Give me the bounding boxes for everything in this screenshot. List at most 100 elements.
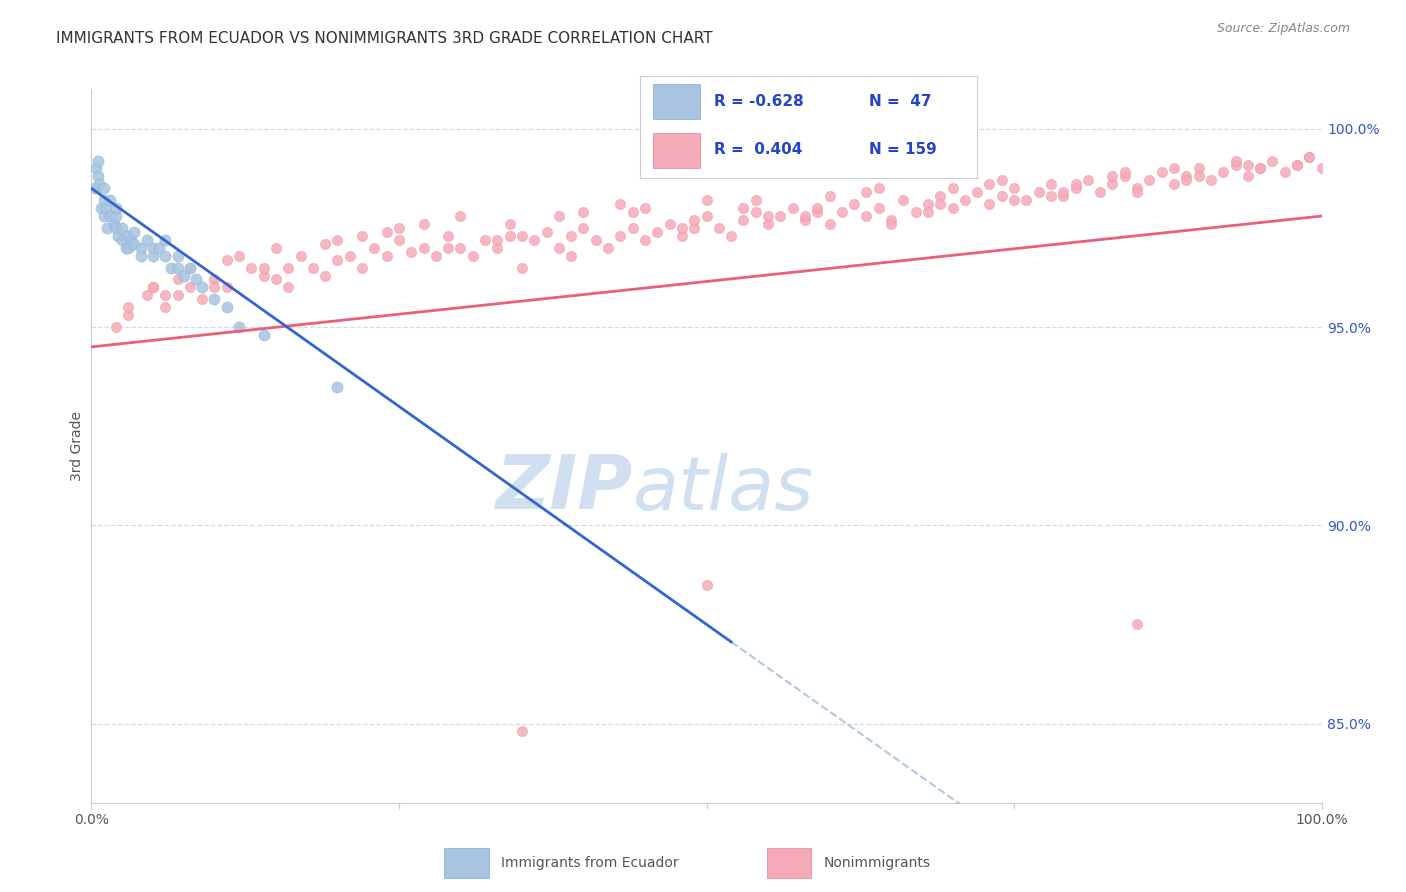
- Point: [117, 228, 139, 243]
- Point: [1015, 193, 1038, 207]
- Point: [1310, 161, 1333, 176]
- Point: [782, 201, 804, 215]
- Point: [84, 181, 107, 195]
- Point: [87, 178, 110, 192]
- Text: N = 159: N = 159: [869, 142, 936, 157]
- Point: [173, 268, 195, 283]
- Point: [160, 260, 183, 275]
- Point: [253, 328, 276, 343]
- Point: [129, 241, 152, 255]
- Point: [191, 280, 214, 294]
- Point: [1237, 169, 1260, 184]
- Point: [153, 233, 177, 247]
- Point: [733, 201, 755, 215]
- Point: [363, 241, 385, 255]
- Point: [202, 272, 225, 286]
- Point: [202, 280, 225, 294]
- Point: [1101, 178, 1123, 192]
- Point: [806, 201, 828, 215]
- Point: [111, 221, 134, 235]
- Point: [1163, 161, 1185, 176]
- Point: [979, 178, 1001, 192]
- Point: [120, 233, 142, 247]
- Point: [1175, 173, 1198, 187]
- Point: [228, 320, 250, 334]
- Point: [352, 260, 374, 275]
- Point: [818, 217, 841, 231]
- Text: atlas: atlas: [633, 453, 814, 524]
- Point: [1077, 173, 1099, 187]
- Point: [326, 252, 349, 267]
- Point: [86, 169, 108, 184]
- Point: [658, 217, 681, 231]
- Point: [153, 300, 177, 314]
- Point: [142, 249, 165, 263]
- Point: [683, 221, 706, 235]
- Point: [498, 217, 520, 231]
- Point: [891, 193, 914, 207]
- Point: [1249, 161, 1271, 176]
- Point: [523, 233, 546, 247]
- Point: [1274, 165, 1296, 179]
- Point: [953, 193, 976, 207]
- FancyBboxPatch shape: [444, 848, 489, 878]
- Point: [264, 241, 287, 255]
- Point: [941, 181, 963, 195]
- Point: [806, 205, 828, 219]
- Point: [1285, 157, 1308, 171]
- Point: [93, 209, 115, 223]
- Point: [129, 249, 152, 263]
- Point: [671, 228, 693, 243]
- FancyBboxPatch shape: [654, 133, 700, 168]
- Point: [388, 233, 411, 247]
- Point: [1064, 181, 1087, 195]
- Point: [184, 272, 207, 286]
- Point: [683, 213, 706, 227]
- Point: [179, 260, 201, 275]
- Point: [621, 205, 644, 219]
- Point: [941, 201, 963, 215]
- Point: [449, 209, 471, 223]
- Point: [105, 209, 127, 223]
- Point: [179, 260, 201, 275]
- Point: [105, 221, 127, 235]
- Text: R =  0.404: R = 0.404: [714, 142, 803, 157]
- Point: [98, 209, 121, 223]
- Point: [96, 201, 117, 215]
- Point: [142, 280, 165, 294]
- Point: [339, 249, 361, 263]
- Point: [253, 260, 276, 275]
- Point: [474, 233, 496, 247]
- Point: [388, 221, 411, 235]
- Point: [917, 205, 939, 219]
- Point: [745, 193, 768, 207]
- Point: [253, 268, 276, 283]
- Point: [449, 241, 471, 255]
- Point: [98, 193, 121, 207]
- Point: [86, 153, 108, 168]
- Text: IMMIGRANTS FROM ECUADOR VS NONIMMIGRANTS 3RD GRADE CORRELATION CHART: IMMIGRANTS FROM ECUADOR VS NONIMMIGRANTS…: [56, 31, 713, 46]
- Point: [966, 186, 988, 200]
- Point: [166, 288, 188, 302]
- Point: [412, 217, 434, 231]
- Point: [290, 249, 312, 263]
- Point: [166, 260, 188, 275]
- Point: [166, 272, 188, 286]
- Point: [1237, 157, 1260, 171]
- Point: [793, 209, 815, 223]
- Point: [756, 217, 779, 231]
- Text: Immigrants from Ecuador: Immigrants from Ecuador: [502, 856, 679, 870]
- Point: [855, 209, 877, 223]
- Point: [855, 186, 877, 200]
- Point: [166, 249, 188, 263]
- Point: [609, 228, 631, 243]
- Point: [277, 260, 299, 275]
- Point: [548, 209, 571, 223]
- Point: [1039, 178, 1063, 192]
- Point: [548, 241, 571, 255]
- Point: [90, 201, 112, 215]
- Point: [179, 280, 201, 294]
- Text: R = -0.628: R = -0.628: [714, 94, 804, 109]
- Point: [904, 205, 927, 219]
- Point: [990, 189, 1012, 203]
